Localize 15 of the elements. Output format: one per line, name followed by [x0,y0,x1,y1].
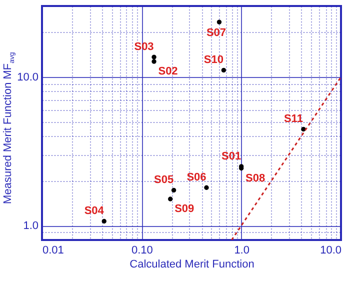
x-tick-label: 10.0 [320,244,342,256]
annotation: S09 [174,202,194,215]
annotation: S01 [222,150,242,162]
x-axis-title: Calculated Merit Function [130,258,254,270]
x-tick-label: 0.10 [131,244,153,256]
annotation: S10 [204,54,224,66]
annotation: S07 [206,27,226,40]
x-tick-label: 1.0 [234,244,250,256]
annotation: S02 [158,66,178,78]
annotation: S11 [284,113,303,126]
annotation: S06 [186,172,206,184]
annotation: S08 [246,172,266,184]
annotation: S05 [154,174,174,186]
x-tick-label: 0.01 [42,244,64,256]
annotation: S04 [84,205,105,218]
